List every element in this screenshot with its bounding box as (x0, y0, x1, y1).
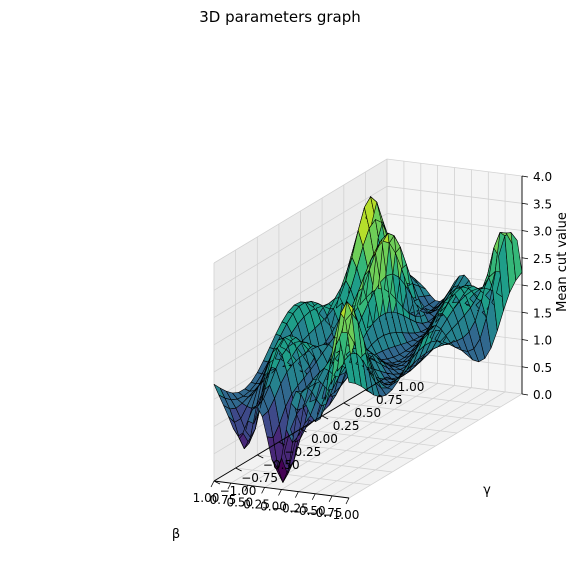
z-tick-label: 0.0 (533, 388, 552, 402)
grid-line (213, 158, 523, 264)
z-tick-mark (521, 311, 529, 314)
x-tick-mark (328, 495, 333, 503)
x-tick-mark (278, 489, 282, 496)
x-tick-label: −0.75 (306, 506, 343, 520)
chart-title: 3D parameters graph (199, 8, 361, 26)
y-tick-label: 0.50 (354, 406, 381, 420)
y-tick-mark (300, 428, 307, 433)
z-tick-label: 3.0 (533, 225, 552, 239)
x-tick-label: 0.00 (260, 500, 287, 514)
z-tick-label: 1.0 (533, 334, 552, 348)
x-tick-label: −0.50 (289, 504, 326, 518)
y-tick-mark (365, 389, 372, 394)
y-tick-mark (321, 415, 329, 420)
y-tick-mark (213, 480, 221, 485)
z-tick-mark (521, 230, 529, 232)
z-tick-label: 3.5 (533, 197, 552, 211)
y-tick-mark (235, 467, 242, 472)
y-tick-label: −0.50 (263, 458, 300, 472)
grid-line (213, 213, 523, 318)
z-tick-mark (521, 393, 529, 396)
x-tick-mark (261, 487, 265, 494)
x-tick-mark (345, 497, 350, 505)
y-tick-label: −0.75 (241, 471, 278, 485)
z-tick-mark (521, 202, 529, 205)
z-tick-label: 4.0 (533, 170, 552, 184)
x-tick-mark (227, 482, 232, 490)
z-tick-label: 0.5 (533, 361, 552, 375)
x-tick-label: −1.00 (323, 508, 360, 522)
z-tick-label: 2.5 (533, 252, 552, 266)
y-tick-label: 0.25 (333, 419, 360, 433)
y-tick-mark (386, 376, 394, 381)
x-tick-mark (295, 491, 299, 498)
y-tick-mark (278, 441, 286, 446)
x-tick-label: −0.25 (272, 502, 309, 516)
y-axis-label: γ (483, 483, 491, 498)
x-tick-mark (244, 485, 249, 492)
surface-facet (510, 232, 523, 281)
y-tick-mark (343, 402, 350, 407)
z-axis-label: Mean cut value (555, 212, 570, 312)
x-tick-label: 0.75 (210, 493, 237, 507)
grid-line (213, 185, 523, 291)
x-tick-label: 0.50 (226, 495, 253, 509)
y-tick-label: −0.25 (285, 445, 322, 459)
z-tick-label: 2.0 (533, 279, 552, 293)
y-tick-label: 1.00 (398, 380, 425, 394)
z-tick-mark (521, 366, 529, 369)
y-tick-label: 0.00 (311, 432, 338, 446)
x-tick-mark (311, 493, 316, 500)
z-tick-mark (521, 257, 529, 260)
z-tick-mark (521, 175, 529, 178)
tick-labels: −1.00−1.00−0.75−0.75−0.50−0.50−0.25−0.25… (193, 170, 552, 522)
y-tick-mark (257, 454, 264, 459)
x-axis-label: β (172, 527, 180, 542)
z-tick-mark (521, 339, 529, 341)
z-tick-label: 1.5 (533, 306, 552, 320)
x-tick-label: 1.00 (193, 491, 220, 505)
z-tick-mark (521, 284, 529, 287)
y-tick-label: 0.75 (376, 393, 403, 407)
x-tick-mark (210, 480, 215, 488)
surface-mesh (213, 196, 523, 483)
x-tick-label: 0.25 (243, 497, 270, 511)
